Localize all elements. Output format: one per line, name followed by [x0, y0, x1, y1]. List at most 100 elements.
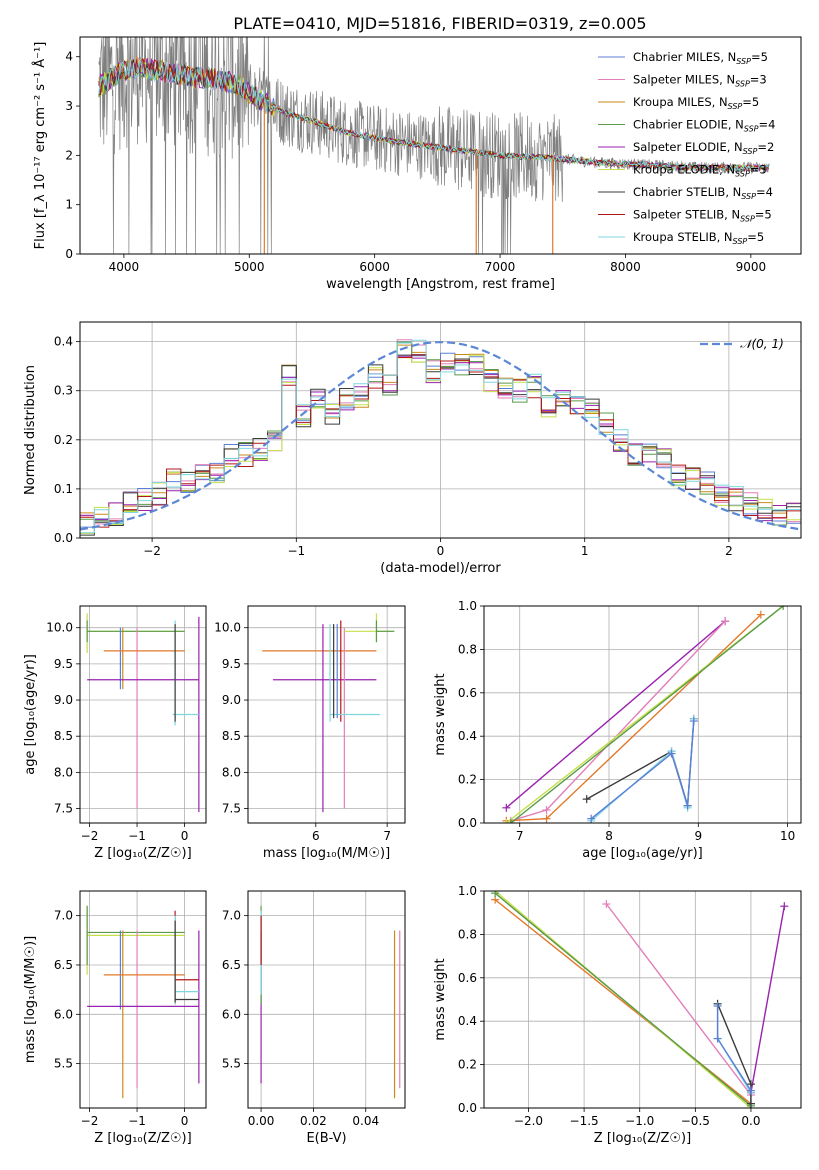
x-tick-label: −2 [81, 1114, 99, 1128]
legend-entry: Salpeter STELIB, NSSP=5 [633, 208, 772, 224]
y-tick-label: 10.0 [214, 621, 241, 635]
weight-marker [779, 606, 788, 610]
residual-histogram [80, 339, 801, 534]
x-tick-label: 2 [725, 544, 733, 558]
legend-subscript: SSP [740, 215, 755, 224]
x-tick-label: −2 [143, 544, 161, 558]
y-tick-label: 5.5 [222, 1057, 241, 1071]
panel-residuals: −2 −1 0 1 2 0.0 0.1 0.2 0.3 0.4 (data-model)/error… [23, 321, 802, 576]
x-tick-label: −0.5 [681, 1114, 710, 1128]
y-tick-label: 1 [65, 198, 73, 212]
y-tick-label: 1.0 [458, 599, 477, 613]
y-tick-label: 0 [65, 247, 73, 261]
x-tick-label: −1.0 [625, 1114, 654, 1128]
panel-mass_vs_Z: −2 −1 0 5.5 6.0 6.5 7.0 Z [log₁₀(Z/Z☉)] mass [lo… [23, 890, 207, 1146]
axes-frame [79, 890, 207, 1109]
legend-label: Salpeter ELODIE, N [633, 140, 743, 154]
x-tick-label: −1 [128, 1114, 146, 1128]
y-tick-label: 7.0 [54, 909, 73, 923]
panel-age_vs_Z: −2 −1 0 7.5 8.0 8.5 9.0 9.5 10.0 Z [log₁₀(Z/Z☉)] a… [23, 605, 207, 861]
legend-entry: Salpeter ELODIE, NSSP=2 [633, 140, 774, 156]
y-tick-label: 8.0 [54, 765, 73, 779]
residual-plot [80, 339, 801, 536]
data-point [375, 620, 395, 643]
legend-subscript: SSP [736, 57, 751, 66]
legend-entry: Salpeter MILES, NSSP=3 [633, 73, 767, 89]
data-point [172, 620, 199, 726]
y-tick-label: 7.0 [222, 909, 241, 923]
y-tick-label: 0.0 [458, 1101, 477, 1115]
x-tick-label: 10 [780, 829, 795, 843]
legend-entry: Kroupa ELODIE, NSSP=3 [633, 163, 767, 179]
weight-marker [713, 1002, 722, 1011]
panel-massweight_vs_age: 7 8 9 10 0.0 0.2 0.4 0.6 0.8 1.0 age [log₁₀(age/yr… [433, 599, 802, 861]
legend-entry: Kroupa STELIB, NSSP=5 [633, 230, 764, 246]
y-tick-label: 0.6 [458, 686, 477, 700]
legend-subscript: SSP [733, 237, 748, 246]
legend-subscript: SSP [741, 192, 756, 201]
weight-series-line [586, 718, 695, 806]
weight-marker [683, 801, 692, 810]
legend-value: =4 [756, 185, 773, 199]
y-axis-label: Flux [f_λ 10⁻¹⁷ erg cm⁻² s⁻¹ Å⁻¹] [32, 42, 48, 250]
axes-frame [483, 605, 802, 824]
data-point [86, 613, 185, 654]
x-tick-label: 7 [516, 829, 524, 843]
weight-series-line [605, 903, 752, 1096]
legend-value: =4 [759, 118, 776, 132]
weight-marker [542, 814, 551, 823]
x-axis-label: age [log₁₀(age/yr)] [582, 846, 703, 861]
weight-marker [491, 891, 500, 898]
x-tick-label: 0 [181, 829, 189, 843]
x-tick-label: 0.00 [248, 1114, 275, 1128]
weight-marker [689, 717, 698, 726]
legend-value: =5 [755, 208, 772, 222]
weight-marker [667, 749, 676, 758]
panel-age_vs_mass: 6 7 7.5 8.0 8.5 9.0 9.5 10.0 mass [log₁₀(M/M☉)] [214, 605, 406, 861]
spectrum-plot [98, 37, 770, 254]
mass_vs_Z-points [86, 905, 200, 1099]
weight-series-line [505, 620, 726, 809]
legend-label: Kroupa STELIB, N [633, 230, 733, 244]
y-tick-label: 10.0 [46, 621, 73, 635]
massweight_vs_Z-series [491, 891, 789, 1108]
x-tick-label: 8 [605, 829, 613, 843]
x-tick-label: −2 [81, 829, 99, 843]
data-point [174, 915, 199, 1005]
weight-marker [587, 814, 596, 823]
model-spectrum-line [98, 59, 769, 172]
legend-subscript: SSP [728, 102, 743, 111]
normal-curve [80, 341, 799, 531]
x-tick-label: 5000 [234, 260, 265, 274]
y-tick-label: 0.3 [54, 384, 73, 398]
weight-series-line [750, 906, 785, 1093]
x-tick-label: 0.0 [741, 1114, 760, 1128]
x-tick-label: 9 [694, 829, 702, 843]
legend-entry: Chabrier STELIB, NSSP=4 [633, 185, 773, 201]
y-tick-label: 0.8 [458, 642, 477, 656]
x-tick-label: 9000 [736, 260, 767, 274]
axes-frame [247, 605, 406, 824]
data-point [86, 905, 185, 975]
y-tick-label: 2 [65, 148, 73, 162]
y-tick-label: 0.0 [458, 816, 477, 830]
legend-value: =2 [757, 140, 774, 154]
x-axis-label: Z [log₁₀(Z/Z☉)] [594, 1131, 691, 1146]
y-tick-label: 8.5 [54, 729, 73, 743]
y-tick-label: 0.2 [54, 433, 73, 447]
y-axis-label: Normed distribution [23, 365, 38, 495]
weight-marker [602, 900, 611, 909]
x-axis-label: wavelength [Angstrom, rest frame] [326, 277, 555, 292]
x-tick-label: 0.02 [300, 1114, 327, 1128]
data-point [174, 920, 199, 1003]
x-tick-label: 4000 [109, 260, 140, 274]
data-point [86, 620, 185, 643]
y-tick-label: 8.5 [222, 729, 241, 743]
weight-marker [582, 795, 591, 804]
axes-frame [247, 890, 406, 1109]
y-tick-label: 4 [65, 50, 73, 64]
legend-label: Chabrier STELIB, N [633, 185, 741, 199]
x-tick-label: 0.04 [352, 1114, 379, 1128]
weight-marker [721, 617, 730, 626]
x-axis-label: Z [log₁₀(Z/Z☉)] [94, 1131, 191, 1146]
